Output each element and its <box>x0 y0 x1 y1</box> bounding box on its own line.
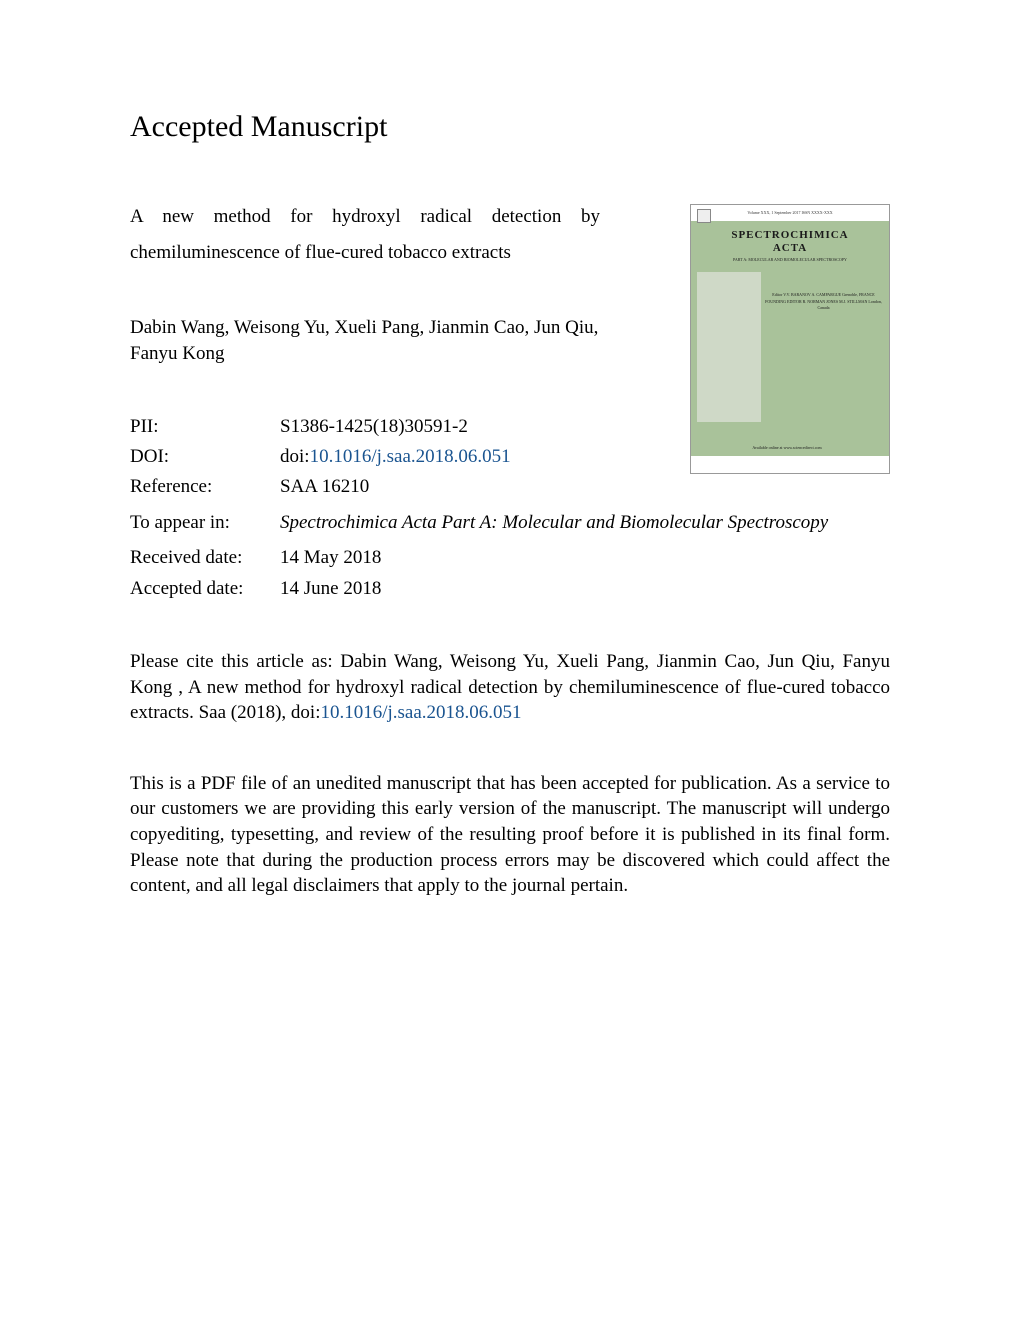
cover-columns: Editor V.V. BARANOV A. CAMPARGUE Grenobl… <box>697 272 883 422</box>
doi-link[interactable]: 10.1016/j.saa.2018.06.051 <box>310 446 511 467</box>
meta-row-appear: To appear in: Spectrochimica Acta Part A… <box>130 503 890 543</box>
journal-cover-thumbnail: Volume XXX, 1 September 2017 ISSN XXXX-X… <box>690 204 890 474</box>
cover-top-text: Volume XXX, 1 September 2017 ISSN XXXX-X… <box>747 210 832 215</box>
disclaimer-text: This is a PDF file of an unedited manusc… <box>130 771 890 899</box>
doi-label: DOI: <box>130 442 280 472</box>
page-heading: Accepted Manuscript <box>130 110 890 144</box>
received-label: Received date: <box>130 543 280 573</box>
accepted-label: Accepted date: <box>130 574 280 604</box>
cover-subtitle: PART A: MOLECULAR AND BIOMOLECULAR SPECT… <box>697 257 883 262</box>
cover-journal-name-line1: SPECTROCHIMICA <box>697 229 883 242</box>
citation-block: Please cite this article as: Dabin Wang,… <box>130 649 890 726</box>
cover-journal-name-line2: ACTA <box>697 242 883 255</box>
article-title-line2: chemiluminescence of flue-cured tobacco … <box>130 240 600 266</box>
authors-list: Dabin Wang, Weisong Yu, Xueli Pang, Jian… <box>130 315 600 366</box>
accepted-value: 14 June 2018 <box>280 574 890 604</box>
meta-row-accepted: Accepted date: 14 June 2018 <box>130 574 890 604</box>
appear-value: Spectrochimica Acta Part A: Molecular an… <box>280 508 890 538</box>
cover-body: Editor V.V. BARANOV A. CAMPARGUE Grenobl… <box>691 266 889 456</box>
cover-footer: Available online at www.sciencedirect.co… <box>697 445 877 450</box>
meta-row-reference: Reference: SAA 16210 <box>130 472 890 502</box>
citation-doi-link[interactable]: 10.1016/j.saa.2018.06.051 <box>320 702 521 723</box>
cover-left-column <box>697 272 761 422</box>
doi-prefix: doi: <box>280 446 310 467</box>
reference-value: SAA 16210 <box>280 472 890 502</box>
reference-label: Reference: <box>130 472 280 502</box>
appear-label: To appear in: <box>130 508 280 538</box>
cover-editor-block: Editor V.V. BARANOV A. CAMPARGUE Grenobl… <box>764 272 883 422</box>
received-value: 14 May 2018 <box>280 543 890 573</box>
meta-row-received: Received date: 14 May 2018 <box>130 543 890 573</box>
article-title-line1: A new method for hydroxyl radical detect… <box>130 204 600 230</box>
cover-title-area: SPECTROCHIMICA ACTA PART A: MOLECULAR AN… <box>691 221 889 266</box>
elsevier-logo-icon <box>697 209 711 223</box>
content-wrapper: Volume XXX, 1 September 2017 ISSN XXXX-X… <box>130 204 890 899</box>
pii-label: PII: <box>130 412 280 442</box>
cover-top-bar: Volume XXX, 1 September 2017 ISSN XXXX-X… <box>691 205 889 221</box>
